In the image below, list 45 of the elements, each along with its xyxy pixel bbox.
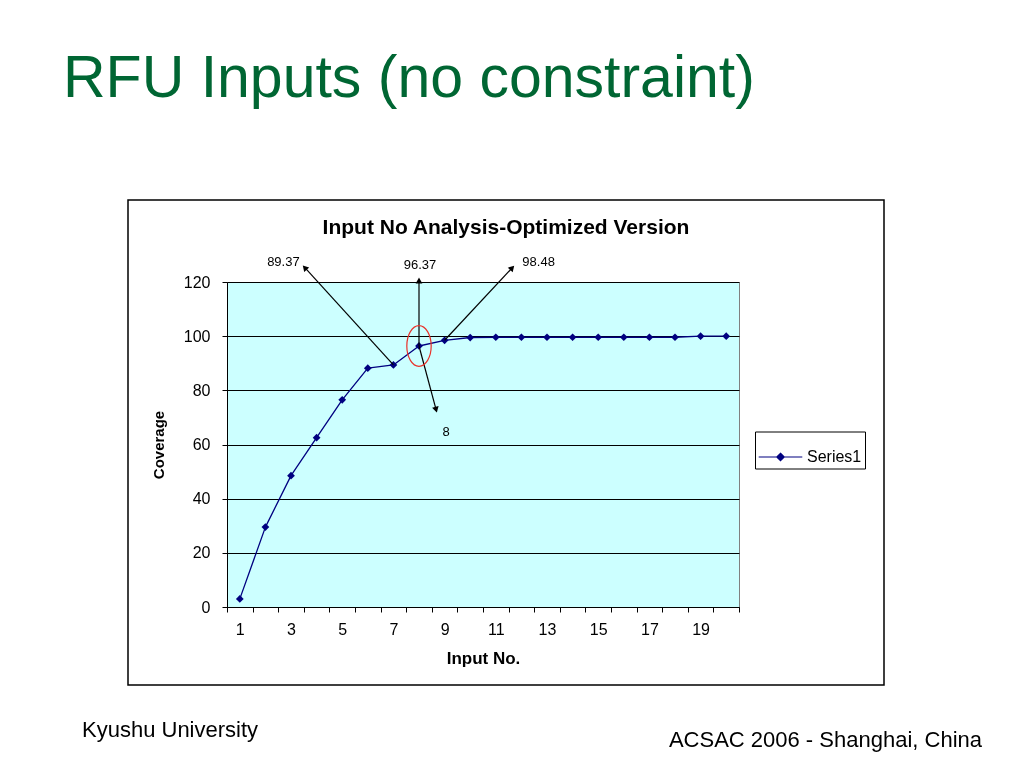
point [619,333,628,342]
point [491,333,500,342]
y-axis-title: Coverage [149,410,167,480]
point [338,395,347,404]
point [312,433,321,442]
x-tick-label: 19 [692,620,711,638]
x-tick-label: 5 [338,620,348,638]
x-tick-label: 9 [440,620,450,638]
chart-subtitle: Input No Analysis-Optimized Version [322,215,690,238]
point [287,471,295,480]
annotation: 8 [442,424,450,439]
point [235,595,244,603]
point [671,333,679,342]
x-tick-label: 15 [589,620,608,638]
point [645,333,654,342]
annotation: 89.37 [267,253,300,269]
y-tick-label: 120 [183,273,211,291]
x-tick-label: 11 [488,620,505,638]
x-tick-label: 7 [389,620,399,638]
y-tick-label: 80 [192,381,211,399]
x-tick-label: 1 [235,620,245,638]
text: Kyushu University [82,717,259,742]
point [261,523,270,531]
text: ACSAC 2006 - Shanghai, China [668,727,983,752]
point [517,333,526,342]
point [722,332,731,341]
x-tick-label: 3 [287,620,297,638]
y-tick-label: 40 [192,490,211,508]
point [696,332,705,341]
chart-title: RFU Inputs (no constraint) [63,44,755,110]
point [543,333,551,342]
annotation: 96.37 [403,257,437,272]
annotation: 98.48 [522,254,555,270]
x-tick-label: 17 [641,620,659,638]
legend-label: Series1 [807,448,862,465]
point [363,364,372,372]
y-tick-label: 0 [201,598,211,616]
x-axis-title: Input No. [446,648,521,668]
y-tick-label: 100 [183,327,211,345]
y-tick-label: 20 [192,544,211,562]
x-tick-label: 13 [538,620,557,638]
point [466,333,475,342]
y-tick-label: 60 [192,436,211,453]
point [568,333,577,342]
point [594,333,603,342]
